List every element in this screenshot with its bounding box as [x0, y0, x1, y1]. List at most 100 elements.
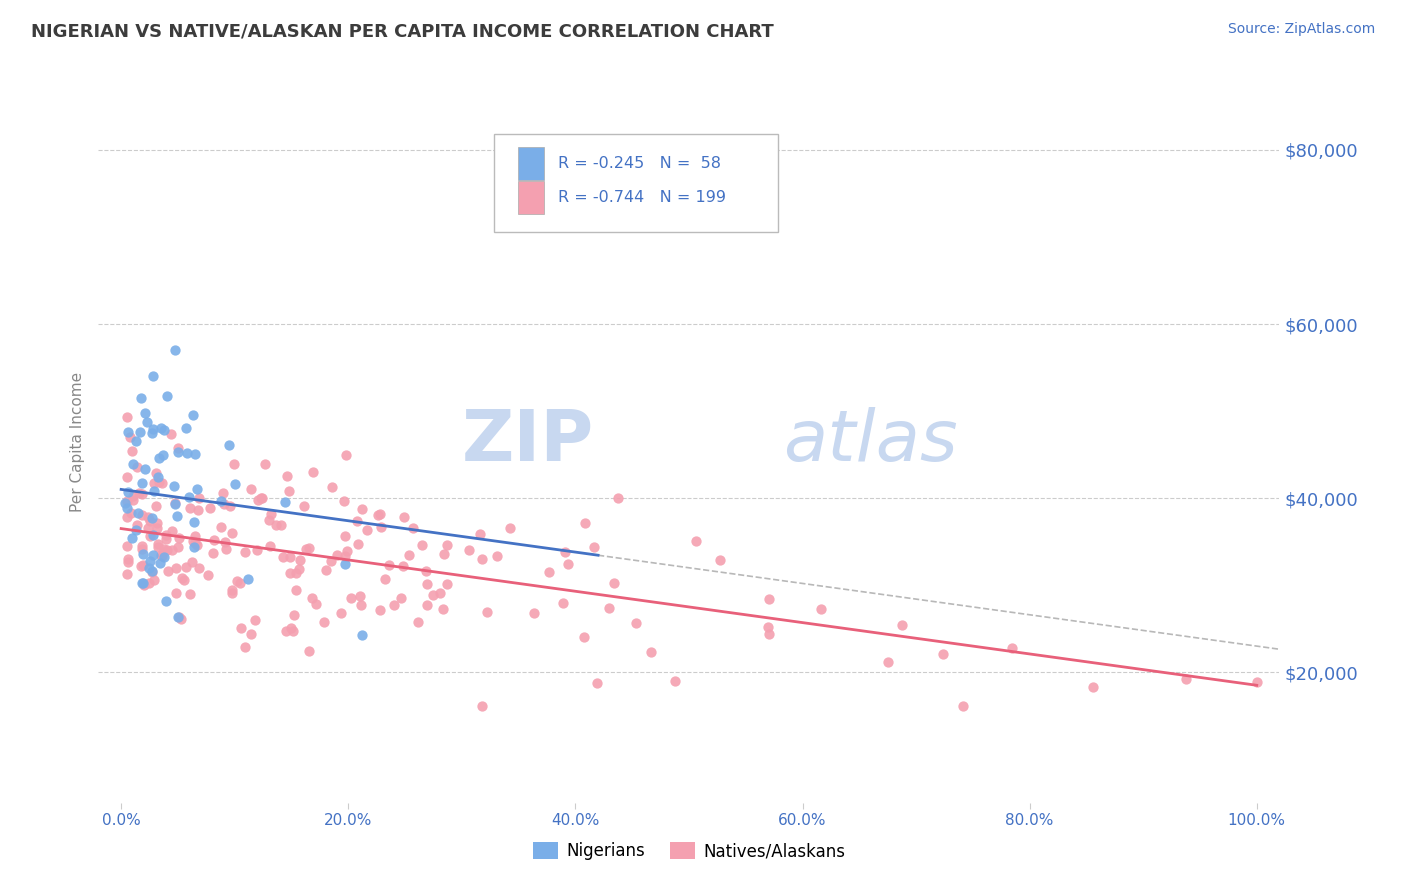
- Point: [131, 508, 153, 522]
- Point: [115, 410, 138, 425]
- Text: R = -0.744   N = 199: R = -0.744 N = 199: [558, 190, 725, 205]
- Point: [162, 479, 184, 493]
- Point: [280, 621, 302, 635]
- Point: [150, 476, 173, 491]
- Point: [153, 423, 176, 437]
- Point: [179, 501, 201, 516]
- Point: [1175, 672, 1198, 686]
- Point: [186, 538, 208, 552]
- Point: [891, 618, 914, 632]
- Point: [125, 434, 148, 448]
- Point: [283, 608, 305, 623]
- Point: [176, 446, 198, 460]
- Point: [215, 541, 238, 556]
- Point: [141, 565, 163, 579]
- Point: [165, 586, 187, 600]
- Point: [155, 594, 177, 608]
- Point: [298, 644, 321, 658]
- Point: [148, 469, 170, 483]
- Point: [709, 553, 731, 567]
- Point: [167, 531, 190, 545]
- Point: [250, 491, 273, 505]
- Point: [685, 533, 707, 548]
- Bar: [517, 181, 544, 214]
- Point: [554, 545, 576, 559]
- Point: [274, 495, 297, 509]
- Point: [398, 548, 420, 562]
- Point: [166, 444, 188, 458]
- Point: [115, 509, 138, 524]
- Point: [551, 596, 574, 610]
- Point: [131, 476, 153, 491]
- Point: [120, 429, 142, 443]
- Point: [149, 557, 172, 571]
- Point: [314, 615, 336, 630]
- Point: [132, 558, 155, 573]
- Point: [574, 516, 596, 530]
- Point: [219, 499, 242, 513]
- Point: [336, 543, 359, 558]
- Point: [134, 461, 156, 475]
- Point: [167, 442, 190, 456]
- Point: [142, 549, 165, 563]
- Point: [382, 598, 405, 612]
- Point: [225, 574, 247, 589]
- Point: [281, 624, 304, 639]
- Point: [153, 550, 176, 565]
- Point: [142, 422, 165, 436]
- Point: [152, 541, 174, 556]
- Point: [162, 543, 184, 558]
- Point: [586, 676, 609, 690]
- Point: [167, 541, 190, 555]
- Point: [214, 535, 236, 549]
- Point: [758, 626, 780, 640]
- Point: [350, 502, 373, 516]
- Point: [141, 511, 163, 525]
- Point: [138, 520, 160, 534]
- Point: [368, 602, 391, 616]
- Point: [181, 408, 204, 422]
- Point: [146, 537, 169, 551]
- Point: [150, 549, 173, 563]
- Point: [340, 591, 363, 605]
- Point: [145, 499, 167, 513]
- Point: [356, 524, 378, 538]
- Point: [810, 602, 832, 616]
- Point: [174, 559, 197, 574]
- Point: [183, 540, 205, 554]
- Point: [115, 470, 138, 484]
- Point: [603, 576, 626, 591]
- Point: [238, 572, 260, 586]
- Point: [239, 482, 262, 496]
- Point: [134, 405, 156, 419]
- Point: [181, 555, 204, 569]
- Point: [370, 520, 392, 534]
- Point: [498, 521, 520, 535]
- Point: [167, 610, 190, 624]
- Point: [114, 496, 136, 510]
- Point: [523, 606, 546, 620]
- Point: [184, 528, 207, 542]
- Point: [416, 598, 439, 612]
- Point: [295, 541, 318, 556]
- Point: [201, 546, 224, 560]
- Point: [394, 510, 416, 524]
- Point: [229, 621, 252, 635]
- Point: [247, 493, 270, 508]
- Point: [229, 576, 252, 591]
- Point: [557, 557, 579, 571]
- Point: [183, 534, 205, 549]
- Point: [433, 547, 456, 561]
- Point: [165, 561, 187, 575]
- Text: NIGERIAN VS NATIVE/ALASKAN PER CAPITA INCOME CORRELATION CHART: NIGERIAN VS NATIVE/ALASKAN PER CAPITA IN…: [31, 22, 773, 40]
- Text: atlas: atlas: [783, 407, 957, 476]
- Point: [149, 421, 172, 435]
- Point: [284, 566, 307, 580]
- Point: [1001, 641, 1024, 656]
- Point: [1246, 674, 1268, 689]
- Point: [152, 448, 174, 462]
- Point: [184, 536, 207, 550]
- Y-axis label: Per Capita Income: Per Capita Income: [70, 371, 86, 512]
- Point: [224, 476, 246, 491]
- Point: [157, 565, 180, 579]
